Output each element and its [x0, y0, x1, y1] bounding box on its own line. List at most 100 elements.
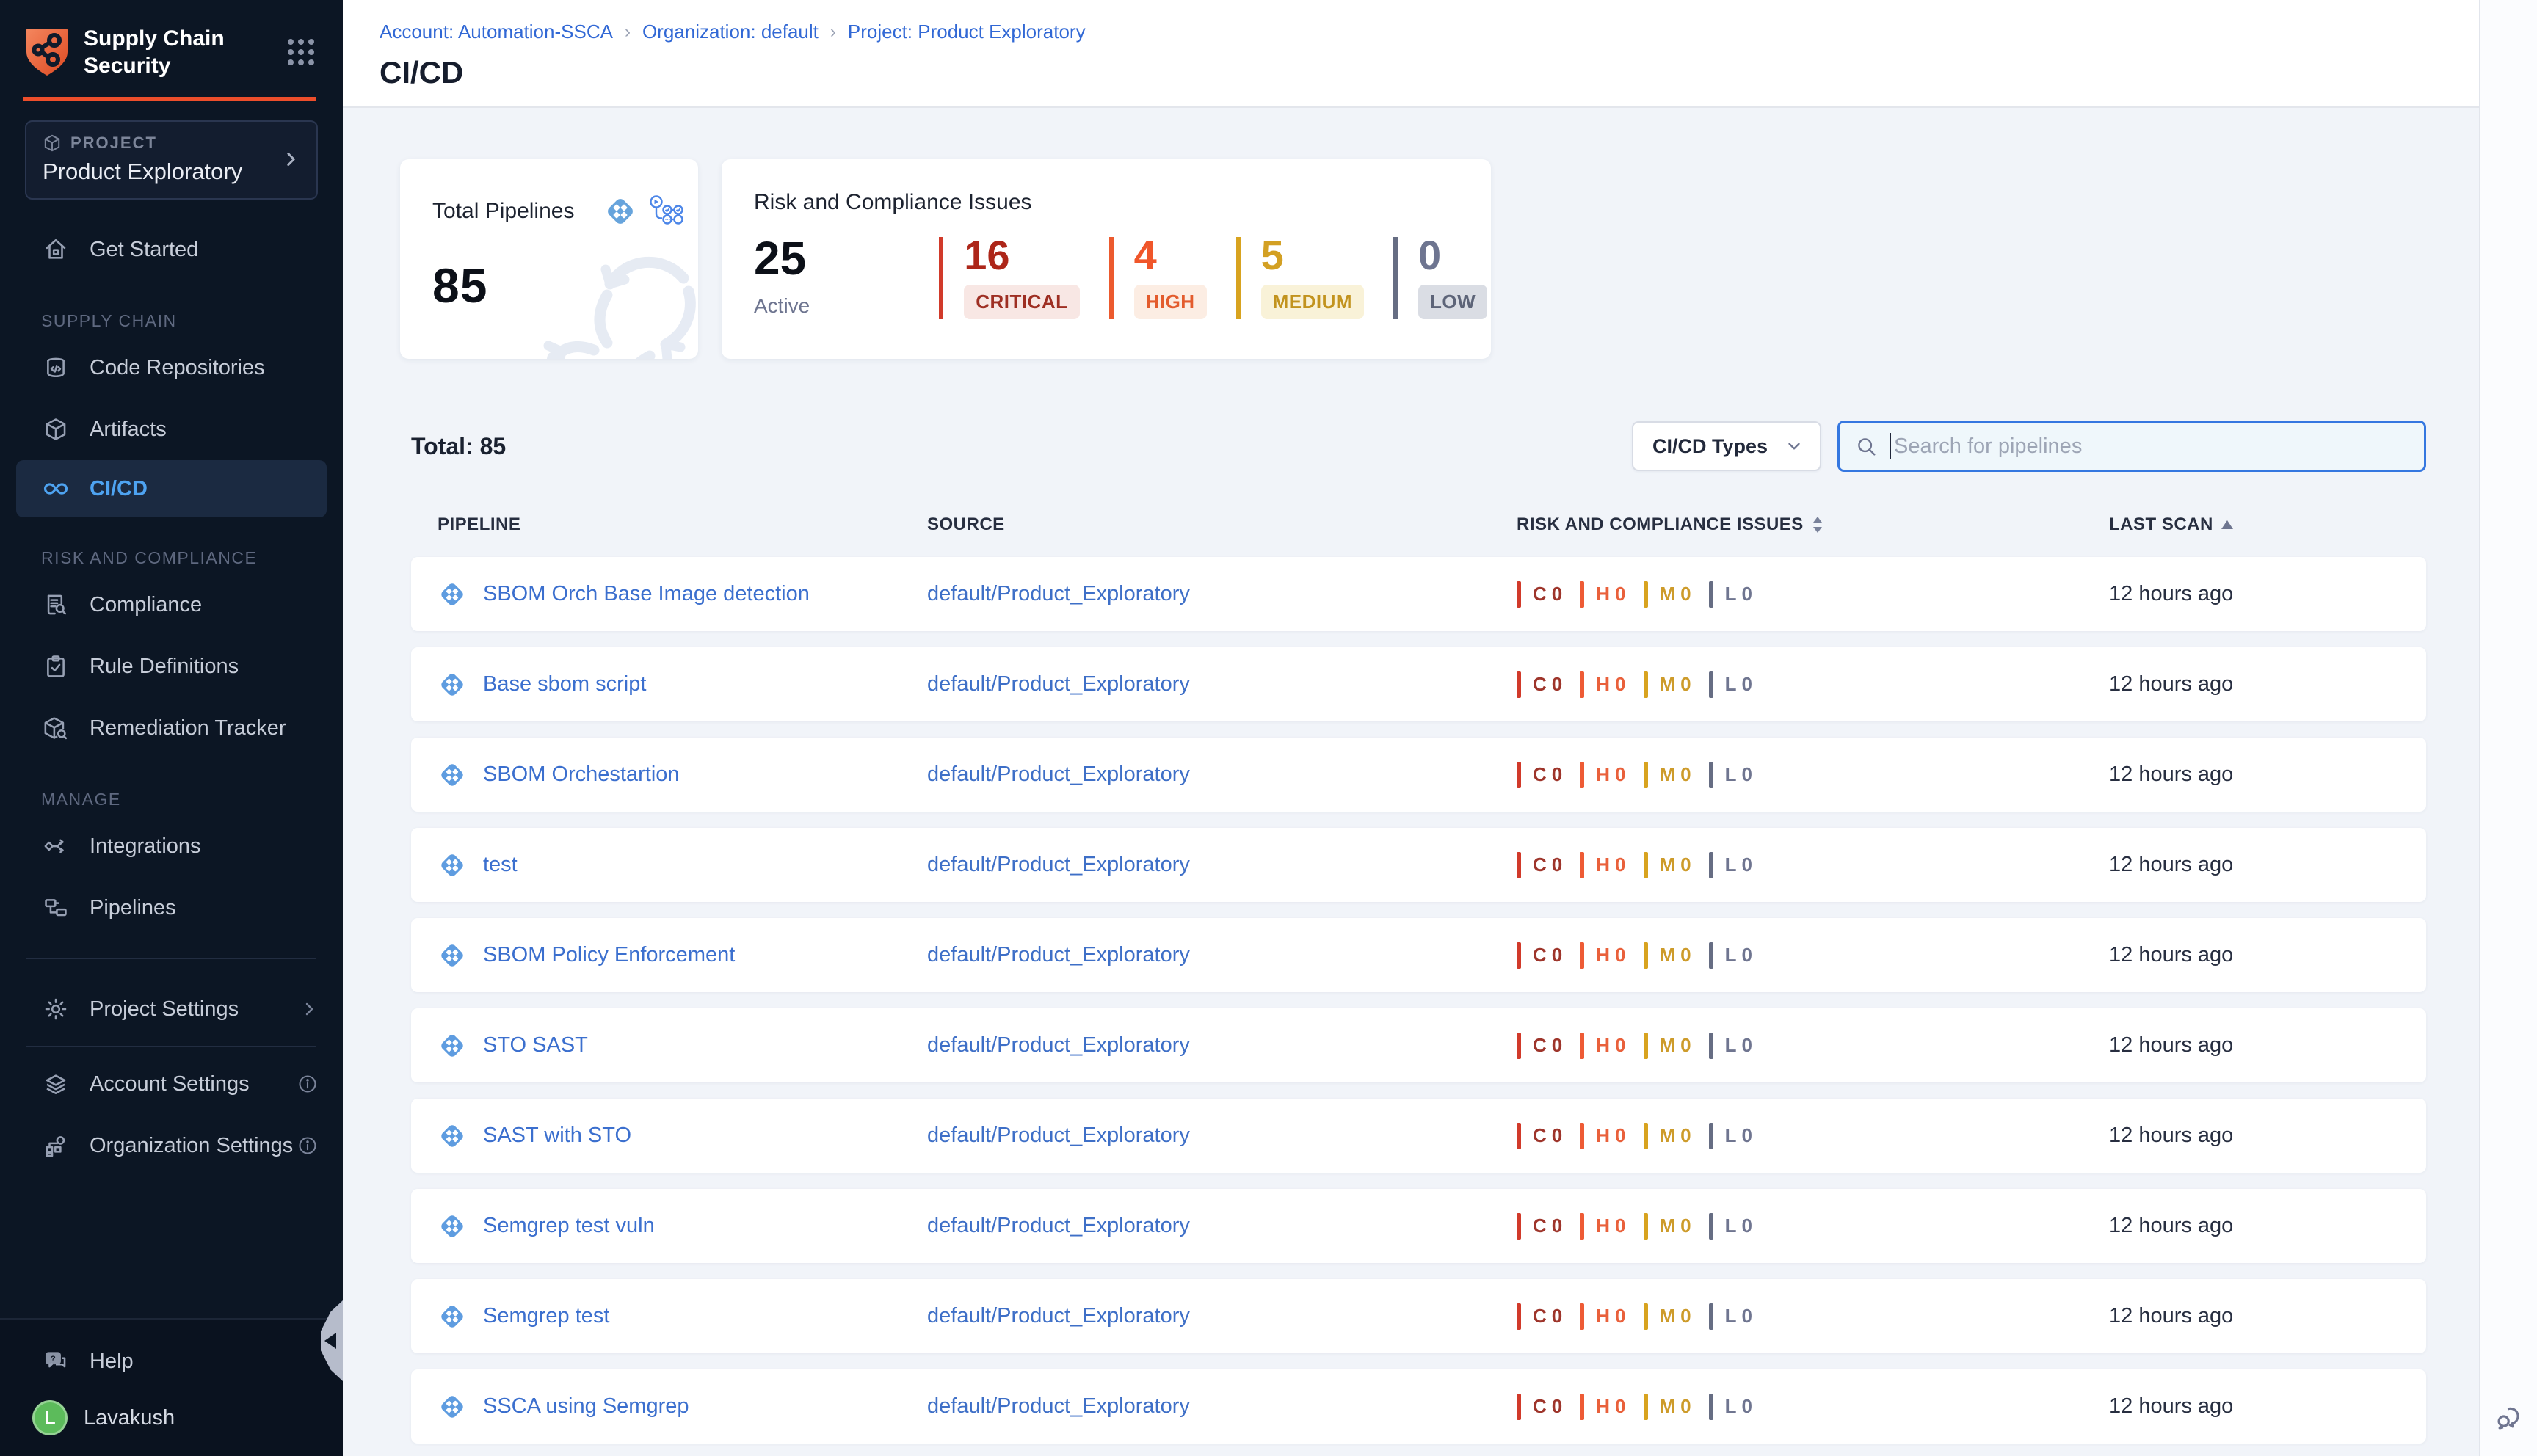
cube-icon: [41, 417, 70, 442]
source-link[interactable]: default/Product_Exploratory: [927, 1304, 1190, 1328]
sidebar-item-account-settings[interactable]: Account Settings: [0, 1053, 343, 1115]
source-link[interactable]: default/Product_Exploratory: [927, 1124, 1190, 1147]
search-input[interactable]: Search for pipelines: [1837, 421, 2426, 472]
sidebar-item-organization-settings[interactable]: Organization Settings: [0, 1115, 343, 1176]
last-scan-cell: 12 hours ago: [2109, 1124, 2234, 1147]
pipeline-name-link[interactable]: SBOM Policy Enforcement: [483, 943, 736, 967]
table-row[interactable]: SBOM Policy Enforcement default/Product_E…: [411, 918, 2426, 992]
breadcrumb-separator: ›: [624, 21, 631, 42]
sort-ascending-icon[interactable]: [2221, 520, 2234, 530]
severity-high-count: 4: [1133, 232, 1157, 278]
source-link[interactable]: default/Product_Exploratory: [927, 1394, 1190, 1418]
severity-count: 0: [1680, 1305, 1691, 1327]
severity-bar: [1517, 761, 1521, 788]
column-header-issues[interactable]: RISK AND COMPLIANCE ISSUES: [1517, 514, 2109, 535]
pipeline-name-link[interactable]: SAST with STO: [483, 1124, 631, 1147]
sidebar-item-rule-definitions[interactable]: Rule Definitions: [0, 636, 343, 697]
severity-count: 0: [1551, 853, 1563, 876]
user-menu[interactable]: L Lavakush: [0, 1388, 343, 1443]
source-link[interactable]: default/Product_Exploratory: [927, 943, 1190, 967]
sidebar-item-label: Account Settings: [90, 1071, 250, 1096]
breadcrumb: Account: Automation-SSCA › Organization:…: [380, 21, 2479, 43]
source-link[interactable]: default/Product_Exploratory: [927, 762, 1190, 786]
table-row[interactable]: STO SAST default/Product_Exploratory C 0 H 0 M…: [411, 1008, 2426, 1082]
supply-chain-security-logo-icon: [23, 27, 70, 77]
sidebar-item-integrations[interactable]: Integrations: [0, 815, 343, 877]
sidebar-item-artifacts[interactable]: Artifacts: [0, 398, 343, 460]
source-link[interactable]: default/Product_Exploratory: [927, 582, 1190, 605]
sidebar-item-get-started[interactable]: Get Started: [0, 219, 343, 280]
sidebar-item-pipelines[interactable]: Pipelines: [0, 877, 343, 939]
table-row[interactable]: Semgrep test default/Product_Exploratory C…: [411, 1279, 2426, 1353]
breadcrumb-project[interactable]: Project: Product Exploratory: [847, 21, 1086, 43]
pipeline-name-link[interactable]: Base sbom script: [483, 672, 647, 696]
pipeline-name-link[interactable]: Semgrep test: [483, 1304, 610, 1328]
pipeline-name-link[interactable]: STO SAST: [483, 1033, 588, 1057]
home-icon: [41, 237, 70, 262]
last-scan-cell: 12 hours ago: [2109, 1394, 2234, 1418]
project-selector[interactable]: PROJECT Product Exploratory: [25, 120, 318, 200]
pipeline-name-link[interactable]: SBOM Orch Base Image detection: [483, 582, 810, 605]
sidebar-item-help[interactable]: ? Help: [0, 1334, 343, 1388]
pipeline-name-link[interactable]: SBOM Orchestartion: [483, 762, 680, 786]
column-header-last-scan[interactable]: LAST SCAN: [2109, 514, 2426, 535]
source-link[interactable]: default/Product_Exploratory: [927, 672, 1190, 696]
column-header-source[interactable]: SOURCE: [927, 514, 1005, 534]
severity-letter: L: [1724, 1395, 1737, 1417]
severity-count: 0: [1551, 944, 1563, 966]
severity-letter: M: [1659, 763, 1676, 785]
content: Total Pipelines: [343, 108, 2479, 1456]
source-link[interactable]: default/Product_Exploratory: [927, 853, 1190, 876]
pipeline-name-link[interactable]: Semgrep test vuln: [483, 1214, 655, 1237]
severity-high-badge: HIGH: [1133, 285, 1207, 319]
table-row[interactable]: SBOM Orchestartion default/Product_Explor…: [411, 738, 2426, 812]
table-row[interactable]: test default/Product_Exploratory C 0 H 0 M 0 L 0 1…: [411, 828, 2426, 902]
severity-bar: [1643, 942, 1648, 969]
sidebar-item-compliance[interactable]: Compliance: [0, 574, 343, 636]
sidebar-collapse-handle[interactable]: [321, 1300, 343, 1381]
table-row[interactable]: SAST with STO default/Product_Exploratory…: [411, 1099, 2426, 1173]
table-row[interactable]: SSCA using Semgrep default/Product_Explor…: [411, 1369, 2426, 1444]
pipelines-table: PIPELINE SOURCE RISK AND COMPLIANCE ISSU…: [411, 506, 2426, 1444]
table-row[interactable]: SBOM Orch Base Image detection default/Pr…: [411, 557, 2426, 631]
table-row[interactable]: Semgrep test vuln default/Product_Explora…: [411, 1189, 2426, 1263]
sidebar-item-code-repositories[interactable]: Code Repositories: [0, 337, 343, 398]
table-row[interactable]: Base sbom script default/Product_Explorat…: [411, 647, 2426, 721]
flowchart-icon: [41, 895, 70, 920]
sidebar-item-project-settings[interactable]: Project Settings: [0, 978, 343, 1040]
severity-medium-count: 5: [1260, 232, 1284, 278]
sort-both-icon[interactable]: [1811, 514, 1824, 535]
pipeline-icon: [438, 851, 467, 880]
severity-letter: H: [1596, 1124, 1611, 1146]
apps-grid-icon[interactable]: [286, 37, 316, 68]
severity-count: 0: [1680, 1124, 1691, 1146]
source-link[interactable]: default/Product_Exploratory: [927, 1214, 1190, 1237]
app-title: Supply Chain Security: [84, 26, 225, 78]
pipeline-cell: SBOM Orch Base Image detection: [438, 580, 927, 609]
table-toolbar: Total: 85 CI/CD Types Search for pipelin…: [411, 421, 2426, 472]
breadcrumb-organization[interactable]: Organization: default: [642, 21, 819, 43]
collapse-left-icon: [324, 1333, 336, 1349]
sidebar-item-cicd[interactable]: CI/CD: [16, 460, 327, 517]
breadcrumb-account[interactable]: Account: Automation-SSCA: [380, 21, 613, 43]
cicd-types-dropdown[interactable]: CI/CD Types: [1632, 421, 1821, 471]
sidebar-item-remediation-tracker[interactable]: Remediation Tracker: [0, 697, 343, 759]
severity-count: 0: [1615, 1305, 1626, 1327]
pipeline-name-link[interactable]: SSCA using Semgrep: [483, 1394, 689, 1418]
sidebar-item-label: Get Started: [90, 237, 199, 261]
info-icon[interactable]: [297, 1135, 318, 1156]
pipeline-name-link[interactable]: test: [483, 853, 518, 876]
info-icon[interactable]: [297, 1074, 318, 1094]
severity-bar: [1517, 942, 1521, 969]
severity-count: 0: [1551, 673, 1563, 695]
column-header-pipeline[interactable]: PIPELINE: [438, 514, 521, 534]
feedback-chat-icon[interactable]: [2493, 1402, 2525, 1434]
severity-bar: [1643, 1122, 1648, 1149]
source-link[interactable]: default/Product_Exploratory: [927, 1033, 1190, 1057]
severity-count: 0: [1741, 853, 1752, 876]
